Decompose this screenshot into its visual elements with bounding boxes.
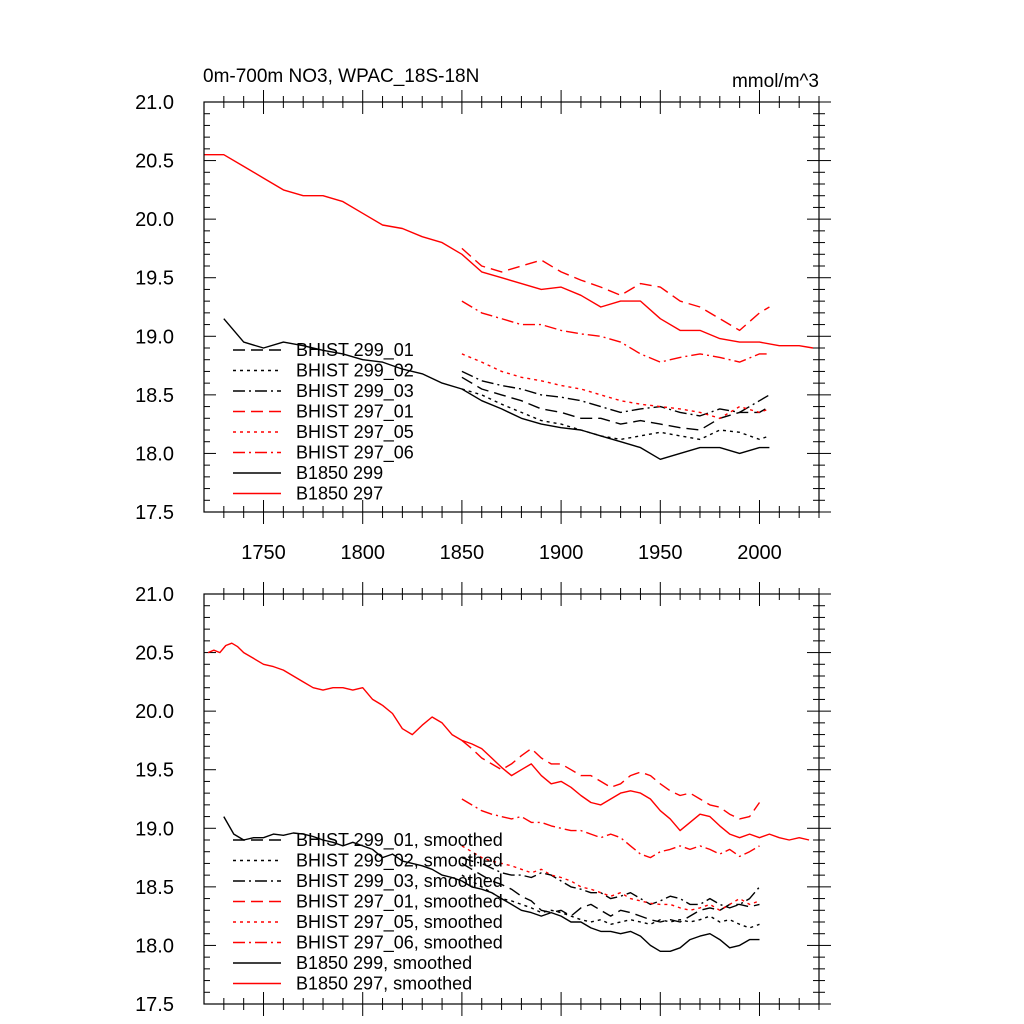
- legend-label: BHIST 297_01: [296, 402, 414, 423]
- series-line: [204, 154, 814, 349]
- x-tick-label: 1750: [241, 542, 286, 564]
- y-tick-label: 20.0: [135, 701, 174, 723]
- x-tick-label: 1950: [638, 542, 683, 564]
- panel-raw: 0m-700m NO3, WPAC_18S-18N mmol/m^3 1750 1…: [135, 66, 831, 564]
- legend-label: B1850 297: [296, 484, 383, 504]
- series-layer: [204, 154, 814, 460]
- legend-label: BHIST 299_03: [296, 381, 414, 402]
- legend-label: BHIST 299_02, smoothed: [296, 851, 503, 872]
- plot-frame: [203, 101, 820, 513]
- y-tick-label: 21.0: [135, 92, 174, 114]
- legend-label: B1850 299: [296, 463, 383, 483]
- series-line: [461, 353, 770, 419]
- series-line: [461, 376, 770, 431]
- legend-label: BHIST 297_06, smoothed: [296, 933, 503, 954]
- units-label: mmol/m^3: [732, 71, 819, 92]
- y-tick-label: 20.0: [135, 209, 174, 231]
- y-tick-label: 19.0: [135, 326, 174, 348]
- y-tick-label: 17.5: [135, 994, 174, 1016]
- y-tick-label: 20.5: [135, 151, 174, 173]
- series-line: [223, 816, 760, 952]
- legend-label: B1850 297, smoothed: [296, 974, 472, 994]
- legend-label: B1850 299, smoothed: [296, 953, 472, 973]
- y-tick-label: 18.5: [135, 877, 174, 899]
- y-tick-label: 18.5: [135, 385, 174, 407]
- y-tick-label: 19.5: [135, 760, 174, 782]
- y-tick-label: 17.5: [135, 502, 174, 524]
- series-line: [207, 642, 810, 841]
- series-line: [461, 370, 770, 417]
- legend-label: BHIST 299_01: [296, 340, 414, 361]
- legend-label: BHIST 297_06: [296, 443, 414, 464]
- y-tick-label: 18.0: [135, 935, 174, 957]
- axis-ticks: 1750 1800 1850 1900 1950 2000 17.5 18.0 18.5 19.0…: [135, 90, 831, 564]
- series-line: [461, 862, 760, 923]
- y-tick-label: 19.5: [135, 268, 174, 290]
- y-tick-label: 20.5: [135, 643, 174, 665]
- series-line: [461, 300, 770, 363]
- series-line: [461, 798, 760, 859]
- series-line: [461, 388, 770, 441]
- y-tick-label: 18.0: [135, 443, 174, 465]
- panel-title: 0m-700m NO3, WPAC_18S-18N: [203, 66, 479, 87]
- plot-frame: [203, 593, 820, 1005]
- series-line: [461, 856, 761, 909]
- series-line: [461, 874, 760, 929]
- legend-label: BHIST 297_05, smoothed: [296, 912, 503, 933]
- legend-label: BHIST 299_01, smoothed: [296, 830, 503, 851]
- series-line: [461, 739, 761, 820]
- legend-label: BHIST 299_03, smoothed: [296, 871, 503, 892]
- x-tick-label: 1850: [440, 542, 485, 564]
- x-tick-label: 1800: [340, 542, 385, 564]
- legend-label: BHIST 297_01, smoothed: [296, 892, 503, 913]
- panel-smoothed: 17.5 18.0 18.5 19.0 19.5 20.0 20.5 21.0 BHIST 2…: [135, 582, 831, 1016]
- y-tick-label: 21.0: [135, 584, 174, 606]
- series-line: [223, 318, 770, 460]
- y-tick-label: 19.0: [135, 818, 174, 840]
- x-tick-label: 2000: [737, 542, 782, 564]
- series-line: [461, 247, 770, 332]
- x-tick-label: 1900: [539, 542, 584, 564]
- series-layer: [207, 642, 810, 952]
- legend-label: BHIST 297_05: [296, 422, 414, 443]
- legend-label: BHIST 299_02: [296, 361, 414, 382]
